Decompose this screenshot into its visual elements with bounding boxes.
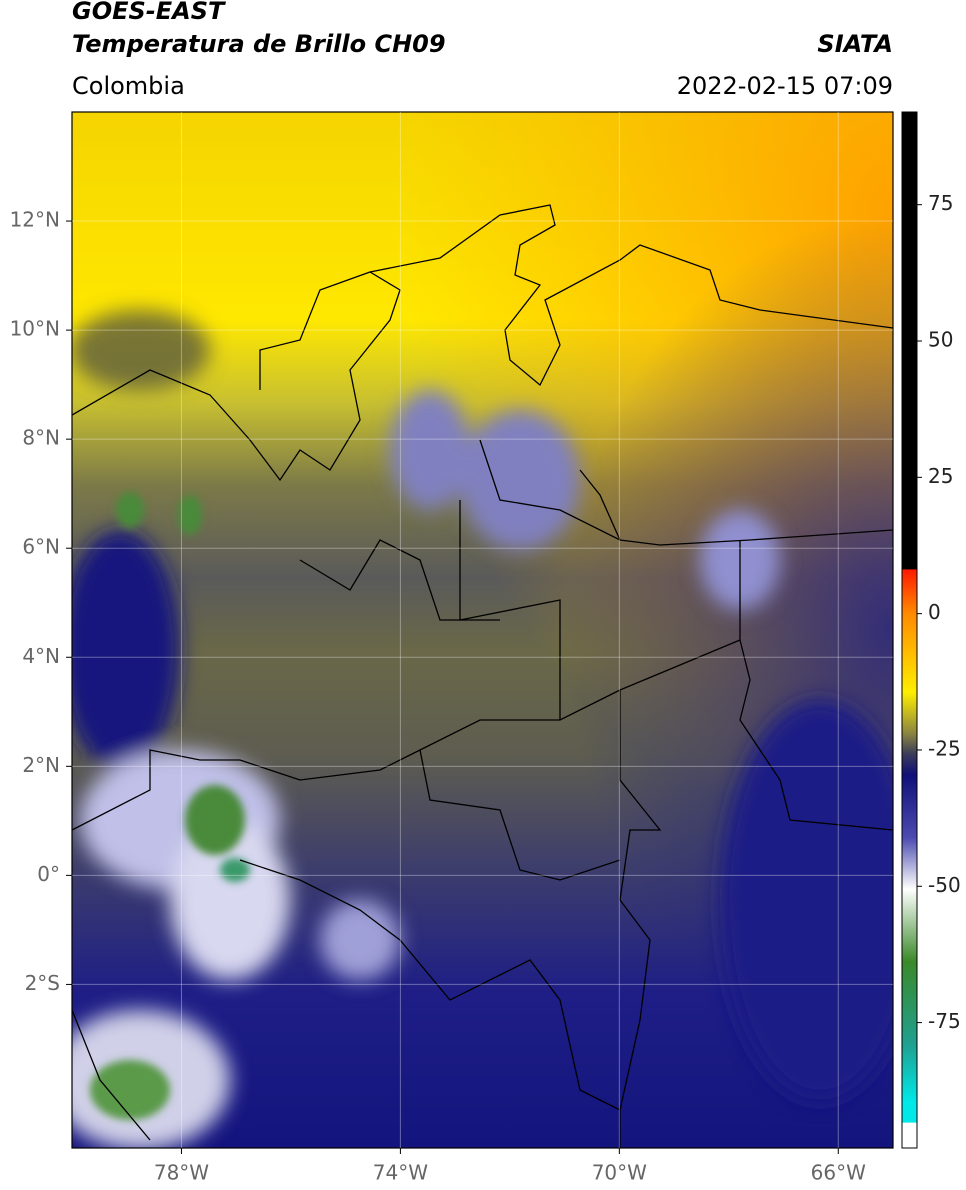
colorbar-label: 50 (928, 328, 953, 352)
y-tick-label: 2°S (25, 971, 60, 995)
x-tick-label: 66°W (811, 1161, 866, 1185)
colorbar-label: 0 (928, 600, 941, 624)
y-tick-label: 6°N (22, 535, 60, 559)
y-tick-label: 4°N (22, 644, 60, 668)
y-tick-label: 10°N (10, 317, 60, 341)
y-tick-label: 2°N (22, 753, 60, 777)
x-tick-label: 74°W (373, 1161, 428, 1185)
region: Colombia (72, 72, 185, 100)
colorbar-label: 25 (928, 464, 953, 488)
colorbar-label: -25 (928, 736, 961, 760)
source: SIATA (817, 30, 893, 58)
map-frame (71, 111, 894, 1149)
x-tick-label: 70°W (592, 1161, 647, 1185)
y-tick-label: 8°N (22, 426, 60, 450)
satellite-image (72, 112, 893, 1148)
colorbar-label: -50 (928, 873, 961, 897)
y-tick-label: 0° (37, 862, 60, 886)
colorbar (901, 111, 918, 1149)
x-tick-label: 78°W (154, 1161, 209, 1185)
borders (72, 204, 893, 1148)
y-tick-label: 12°N (10, 208, 60, 232)
colorbar-label: 75 (928, 191, 953, 215)
timestamp: 2022-02-15 07:09 (677, 72, 893, 100)
subtitle: Temperatura de Brillo CH09 (72, 30, 446, 58)
colorbar-label: -75 (928, 1009, 961, 1033)
title: GOES-EAST (72, 0, 226, 25)
